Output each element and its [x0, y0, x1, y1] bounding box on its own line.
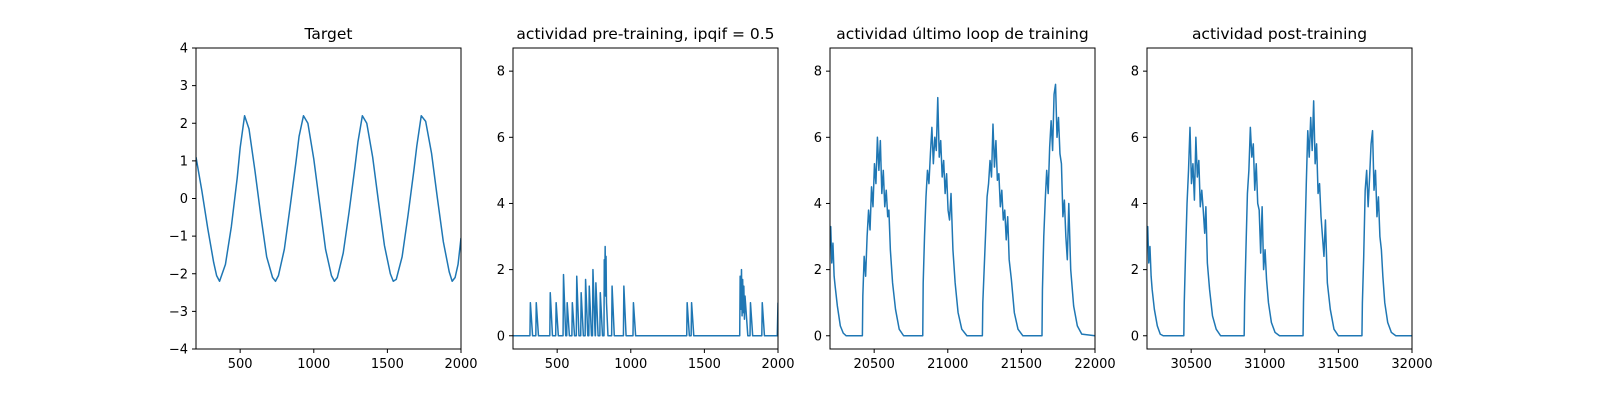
x-tick-label: 1000	[297, 357, 330, 372]
series-line-1	[830, 83, 1095, 337]
y-tick-label: 8	[814, 65, 822, 80]
plot-frame	[1146, 47, 1413, 350]
y-tick-label: 4	[814, 197, 822, 212]
y-tick-label: 6	[497, 131, 505, 146]
x-tick-label: 32000	[1391, 357, 1432, 372]
series-line-1	[513, 245, 778, 337]
panel-title: actividad post-training	[1192, 25, 1367, 43]
y-tick-label: 4	[497, 197, 505, 212]
panel-title: actividad pre-training, ipqif = 0.5	[516, 25, 774, 43]
y-tick-label: 6	[1131, 131, 1139, 146]
y-tick-label: 3	[180, 79, 188, 94]
y-tick-label: 2	[1131, 263, 1139, 278]
y-tick-label: −1	[169, 230, 188, 245]
plot-frame	[829, 47, 1096, 350]
x-tick-label: 2000	[761, 357, 794, 372]
x-tick-label: 21000	[927, 357, 968, 372]
x-tick-label: 1500	[688, 357, 721, 372]
y-tick-label: 1	[180, 154, 188, 169]
y-tick-label: 0	[180, 192, 188, 207]
y-tick-label: 0	[497, 329, 505, 344]
x-tick-label: 31000	[1244, 357, 1285, 372]
y-tick-label: 2	[497, 263, 505, 278]
y-tick-label: 6	[814, 131, 822, 146]
y-tick-label: 4	[180, 42, 188, 57]
panel-3: 20500 21000 21500 22000 0 2 4 6 8 actividad últim…	[814, 25, 1116, 372]
y-tick-label: −2	[169, 267, 188, 282]
plot-frame	[512, 47, 779, 350]
y-tick-label: 4	[1131, 197, 1139, 212]
series-line-1	[196, 114, 461, 283]
x-tick-label: 500	[545, 357, 570, 372]
series-line-1	[1147, 100, 1412, 337]
x-tick-label: 22000	[1074, 357, 1115, 372]
y-tick-label: 0	[1131, 329, 1139, 344]
x-tick-label: 1000	[614, 357, 647, 372]
panel-2: 500 1000 1500 2000 0 2 4 6 8 actividad pre-traini…	[497, 25, 795, 372]
x-tick-label: 21500	[1001, 357, 1042, 372]
y-tick-label: −4	[169, 343, 188, 358]
x-tick-label: 500	[228, 357, 253, 372]
panel-title: actividad último loop de training	[836, 25, 1088, 43]
y-tick-label: 2	[180, 117, 188, 132]
y-tick-label: 8	[497, 65, 505, 80]
x-tick-label: 2000	[444, 357, 477, 372]
plot-frame	[195, 47, 462, 350]
x-tick-label: 20500	[853, 357, 894, 372]
x-tick-label: 1500	[371, 357, 404, 372]
x-tick-label: 30500	[1170, 357, 1211, 372]
y-tick-label: 2	[814, 263, 822, 278]
y-tick-label: 0	[814, 329, 822, 344]
panel-4: 30500 31000 31500 32000 0 2 4 6 8 actividad post-…	[1131, 25, 1433, 372]
panel-1: 500 1000 1500 2000 −4 −3 −2 −1 0 1 2 3 4 Target	[169, 25, 478, 372]
x-tick-label: 31500	[1318, 357, 1359, 372]
y-tick-label: −3	[169, 305, 188, 320]
panel-title: Target	[304, 25, 353, 43]
y-tick-label: 8	[1131, 65, 1139, 80]
